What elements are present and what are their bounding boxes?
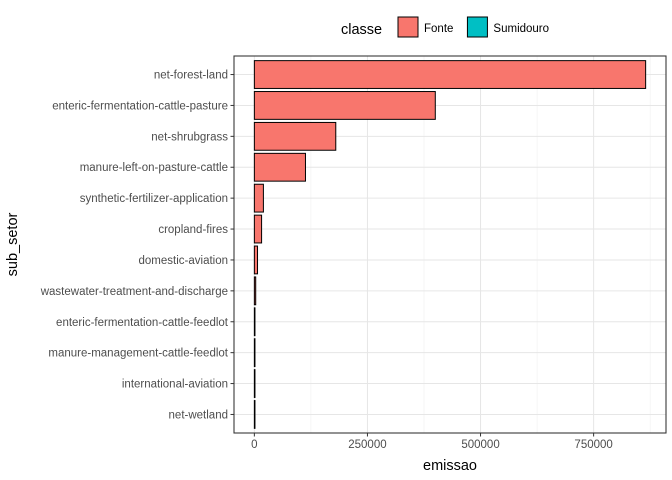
bar-enteric-fermentation-cattle-feedlot (253, 307, 256, 337)
bar-net-shrubgrass (253, 121, 337, 151)
bars (253, 60, 647, 429)
y-tick-label: manure-management-cattle-feedlot (48, 348, 228, 360)
x-axis-ticks: 0 250000 500000 750000 (251, 433, 613, 451)
y-tick-label: international-aviation (122, 379, 228, 391)
y-tick-label: net-wetland (169, 409, 228, 421)
bar-net-forest-land (253, 60, 647, 89)
x-tick-label: 0 (251, 439, 257, 451)
y-tick-label: cropland-fires (158, 224, 228, 236)
x-tick-label: 750000 (574, 439, 612, 451)
y-tick-label: enteric-fermentation-cattle-pasture (52, 100, 228, 112)
y-tick-label: domestic-aviation (139, 255, 228, 267)
panel-border (233, 55, 667, 434)
plot-panel (233, 55, 667, 434)
bar-synthetic-fertilizer-application (253, 183, 264, 213)
legend-items: Fonte Sumidouro (397, 16, 549, 38)
y-tick-label: net-forest-land (154, 70, 228, 82)
bar-cropland-fires (253, 214, 263, 244)
y-tick-label: manure-left-on-pasture-cattle (80, 162, 228, 174)
x-tick-label: 250000 (348, 439, 386, 451)
bar-domestic-aviation (253, 245, 259, 275)
legend-label: Fonte (424, 23, 453, 35)
legend: classe Fonte Sumidouro (341, 16, 549, 38)
bar-enteric-fermentation-cattle-pasture (253, 91, 436, 120)
bar-manure-left-on-pasture-cattle (253, 152, 306, 182)
y-tick-label: synthetic-fertilizer-application (80, 193, 228, 205)
y-tick-label: net-shrubgrass (151, 131, 228, 143)
y-axis-ticks: net-forest-land enteric-fermentation-catt… (40, 70, 234, 421)
bar-manure-management-cattle-feedlot (253, 338, 256, 368)
x-axis-title: emissao (423, 458, 477, 474)
bar-international-aviation (253, 369, 256, 398)
legend-key-sumidouro (466, 16, 488, 38)
bar-net-wetland (253, 400, 256, 429)
y-tick-label: wastewater-treatment-and-discharge (40, 286, 228, 298)
legend-title: classe (341, 22, 382, 38)
legend-key-fonte (397, 16, 419, 38)
legend-label: Sumidouro (493, 23, 549, 35)
y-axis-title: sub_setor (5, 212, 21, 276)
bar-wastewater-treatment-and-discharge (253, 276, 257, 306)
y-tick-label: enteric-fermentation-cattle-feedlot (56, 317, 229, 329)
x-tick-label: 500000 (461, 439, 499, 451)
